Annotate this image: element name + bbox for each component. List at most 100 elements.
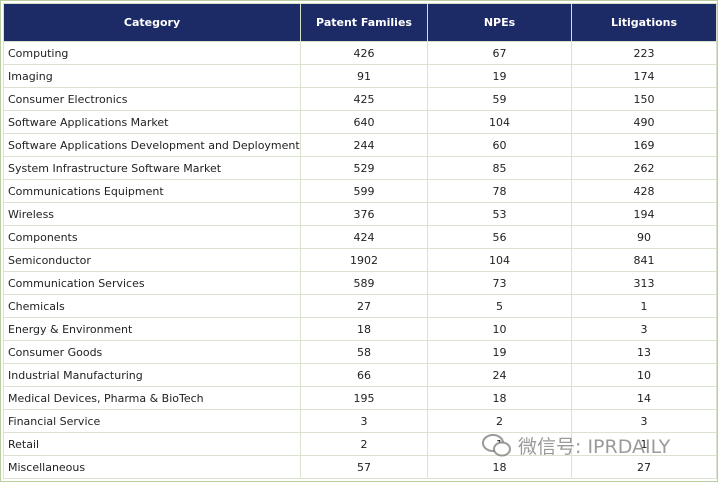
number-cell: 66 [300, 363, 428, 387]
table-row: Energy & Environment 18 10 3 [3, 317, 717, 341]
number-cell: 424 [300, 225, 428, 249]
category-cell: Financial Service [3, 409, 301, 433]
header-cell: Patent Families [300, 3, 428, 42]
table-row: System Infrastructure Software Market 529… [3, 156, 717, 180]
number-cell: 10 [571, 363, 717, 387]
number-cell: 27 [571, 455, 717, 479]
number-cell: 67 [427, 41, 572, 65]
number-cell: 10 [427, 317, 572, 341]
number-cell: 150 [571, 87, 717, 111]
table-row: Computing 426 67 223 [3, 41, 717, 65]
table-row: Financial Service 3 2 3 [3, 409, 717, 433]
category-cell: Medical Devices, Pharma & BioTech [3, 386, 301, 410]
number-cell: 19 [427, 340, 572, 364]
category-cell: Computing [3, 41, 301, 65]
number-cell: 85 [427, 156, 572, 180]
category-cell: Chemicals [3, 294, 301, 318]
number-cell: 244 [300, 133, 428, 157]
table-row: Consumer Electronics 425 59 150 [3, 87, 717, 111]
number-cell: 5 [427, 294, 572, 318]
number-cell: 313 [571, 271, 717, 295]
number-cell: 78 [427, 179, 572, 203]
number-cell: 104 [427, 248, 572, 272]
table-row: Chemicals 27 5 1 [3, 294, 717, 318]
number-cell: 3 [571, 317, 717, 341]
number-cell: 59 [427, 87, 572, 111]
number-cell: 14 [571, 386, 717, 410]
table-row: Wireless 376 53 194 [3, 202, 717, 226]
number-cell: 589 [300, 271, 428, 295]
table-row: Industrial Manufacturing 66 24 10 [3, 363, 717, 387]
number-cell: 841 [571, 248, 717, 272]
number-cell: 1 [571, 294, 717, 318]
header-row: Category Patent Families NPEs Litigations [3, 3, 717, 42]
number-cell: 425 [300, 87, 428, 111]
table-row: Miscellaneous 57 18 27 [3, 455, 717, 479]
header-cell: Category [3, 3, 301, 42]
watermark-text: 微信号: IPRDAILY [518, 435, 671, 458]
number-cell: 60 [427, 133, 572, 157]
category-cell: Consumer Goods [3, 340, 301, 364]
table-row: Components 424 56 90 [3, 225, 717, 249]
table-row: Software Applications Development and De… [3, 133, 717, 157]
category-cell: Semiconductor [3, 248, 301, 272]
number-cell: 223 [571, 41, 717, 65]
number-cell: 426 [300, 41, 428, 65]
number-cell: 2 [300, 432, 428, 456]
number-cell: 376 [300, 202, 428, 226]
header-cell: Litigations [571, 3, 717, 42]
category-cell: System Infrastructure Software Market [3, 156, 301, 180]
category-cell: Communications Equipment [3, 179, 301, 203]
number-cell: 3 [300, 409, 428, 433]
number-cell: 27 [300, 294, 428, 318]
number-cell: 90 [571, 225, 717, 249]
data-table: Category Patent Families NPEs Litigations C… [3, 3, 717, 479]
number-cell: 18 [300, 317, 428, 341]
number-cell: 19 [427, 64, 572, 88]
number-cell: 490 [571, 110, 717, 134]
table-row: Imaging 91 19 174 [3, 64, 717, 88]
number-cell: 169 [571, 133, 717, 157]
category-cell: Retail [3, 432, 301, 456]
number-cell: 18 [427, 386, 572, 410]
number-cell: 195 [300, 386, 428, 410]
number-cell: 1902 [300, 248, 428, 272]
number-cell: 194 [571, 202, 717, 226]
number-cell: 262 [571, 156, 717, 180]
number-cell: 73 [427, 271, 572, 295]
number-cell: 13 [571, 340, 717, 364]
category-cell: Imaging [3, 64, 301, 88]
category-cell: Industrial Manufacturing [3, 363, 301, 387]
number-cell: 640 [300, 110, 428, 134]
number-cell: 24 [427, 363, 572, 387]
category-cell: Communication Services [3, 271, 301, 295]
category-cell: Components [3, 225, 301, 249]
table-body: Computing 426 67 223 Imaging 91 19 174 Consumer … [3, 41, 717, 479]
number-cell: 428 [571, 179, 717, 203]
number-cell: 1 [571, 432, 717, 456]
table-row: Medical Devices, Pharma & BioTech 195 18 14 [3, 386, 717, 410]
number-cell: 91 [300, 64, 428, 88]
number-cell: 174 [571, 64, 717, 88]
category-cell: Wireless [3, 202, 301, 226]
table-row: Communications Equipment 599 78 428 [3, 179, 717, 203]
table-row: Semiconductor 1902 104 841 [3, 248, 717, 272]
watermark: 微信号: IPRDAILY [482, 430, 707, 460]
category-cell: Consumer Electronics [3, 87, 301, 111]
number-cell: 57 [300, 455, 428, 479]
number-cell: 58 [300, 340, 428, 364]
number-cell: 53 [427, 202, 572, 226]
table-row: Consumer Goods 58 19 13 [3, 340, 717, 364]
table-row: Software Applications Market 640 104 490 [3, 110, 717, 134]
table-row: Retail211 [3, 432, 717, 456]
category-cell: Energy & Environment [3, 317, 301, 341]
wechat-icon [482, 434, 511, 457]
category-cell: Software Applications Development and De… [3, 133, 301, 157]
table-row: Communication Services 589 73 313 [3, 271, 717, 295]
header-cell: NPEs [427, 3, 572, 42]
category-cell: Software Applications Market [3, 110, 301, 134]
number-cell: 599 [300, 179, 428, 203]
number-cell: 56 [427, 225, 572, 249]
category-cell: Miscellaneous [3, 455, 301, 479]
